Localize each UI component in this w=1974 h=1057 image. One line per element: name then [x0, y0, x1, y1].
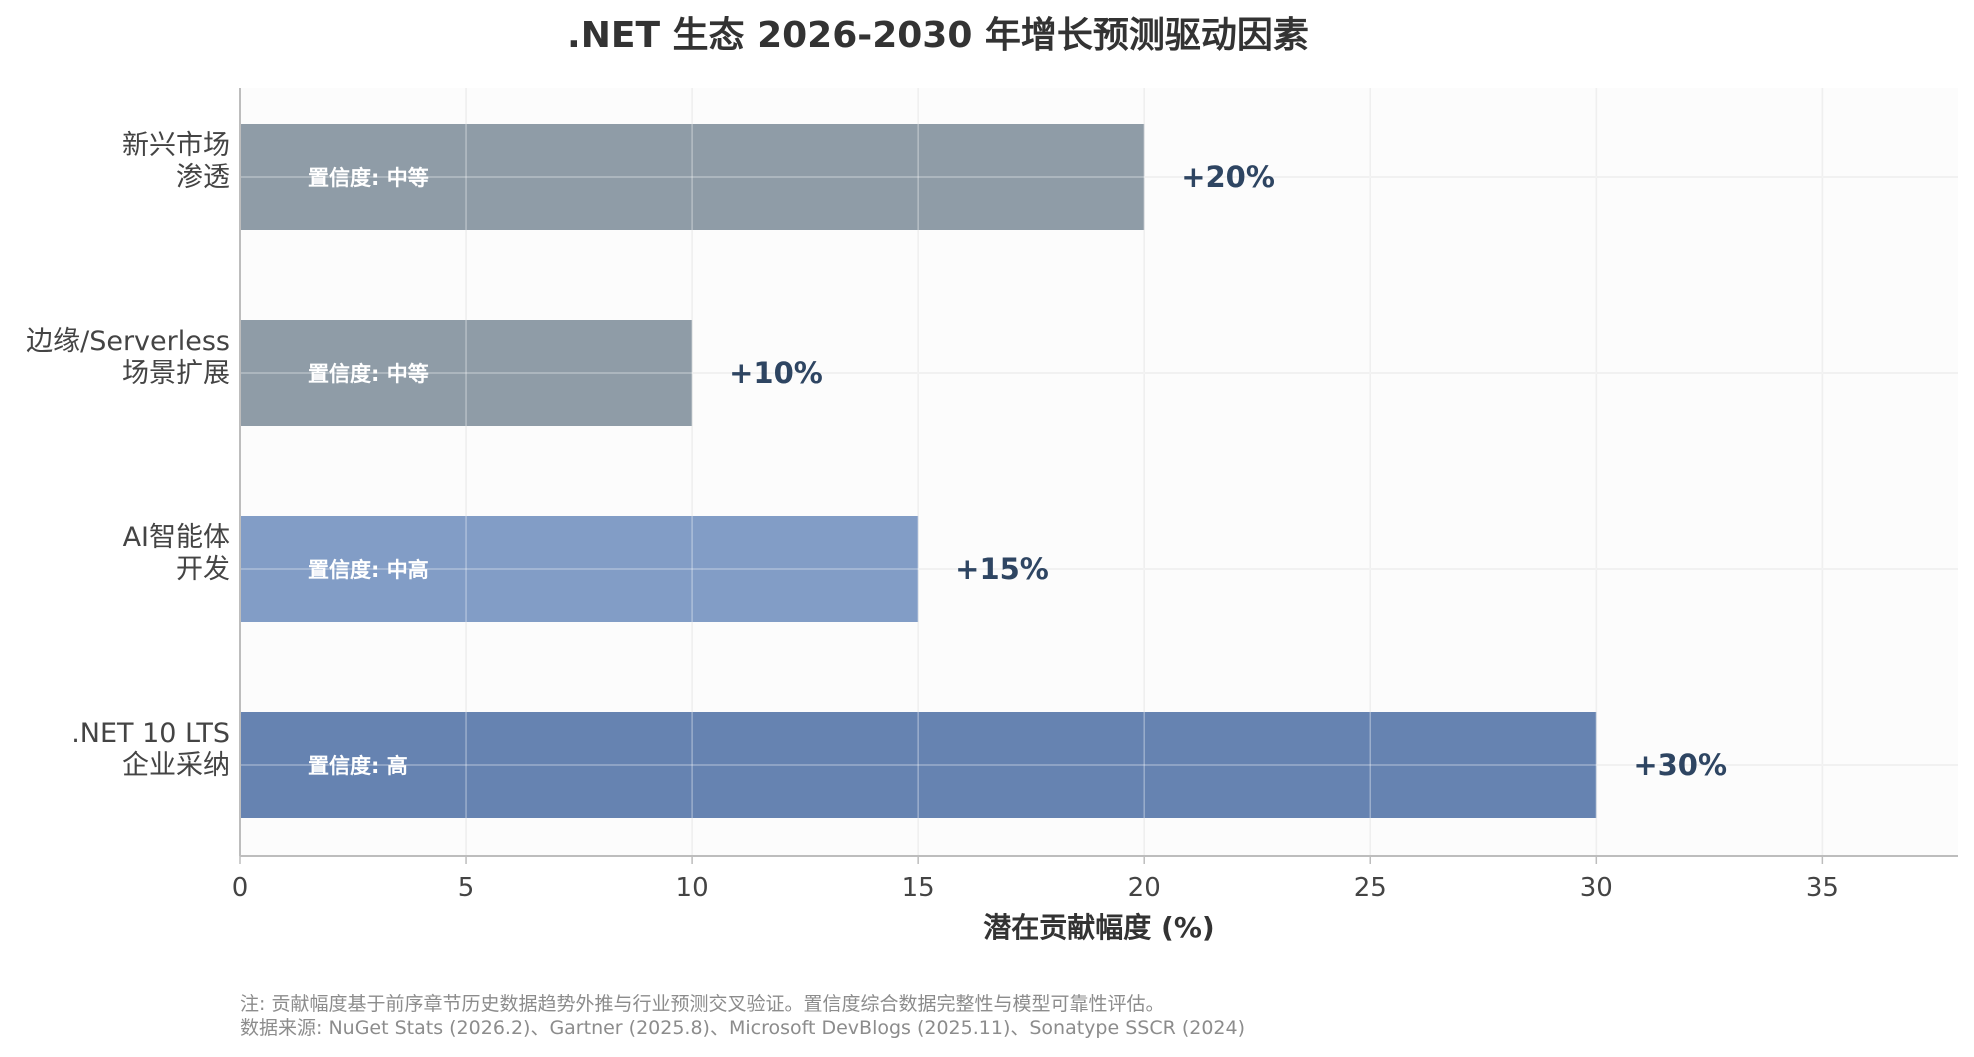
x-tick-label: 35	[1806, 873, 1839, 903]
category-label-line: 开发	[176, 554, 230, 585]
category-label: AI智能体开发	[123, 522, 230, 585]
footnote-method: 注: 贡献幅度基于前序章节历史数据趋势外推与行业预测交叉验证。置信度综合数据完整…	[240, 993, 1164, 1015]
x-tick-label: 5	[458, 873, 475, 903]
bar	[240, 124, 1145, 230]
category-label: 新兴市场渗透	[122, 130, 230, 193]
x-tick-label: 10	[676, 873, 709, 903]
category-label-line: 渗透	[176, 162, 230, 193]
category-label: 边缘/Serverless 场景扩展	[26, 326, 230, 389]
confidence-label: 置信度: 中等	[308, 166, 429, 190]
x-tick-label: 15	[902, 873, 935, 903]
confidence-label: 置信度: 高	[308, 754, 408, 778]
value-label: +20%	[1181, 160, 1275, 194]
grid-overlay	[240, 88, 1958, 856]
value-label: +15%	[955, 552, 1049, 586]
category-label-line: .NET 10 LTS	[71, 718, 230, 749]
bar	[240, 320, 693, 426]
x-axis-label: 潜在贡献幅度 (%)	[983, 911, 1214, 944]
bars	[240, 124, 1597, 818]
x-ticks: 0 5 10 15 20 25 30 35	[232, 856, 1839, 903]
category-label-line: 边缘/Serverless	[26, 326, 230, 357]
category-label-line: AI智能体	[123, 522, 230, 553]
footnote-source: 数据来源: NuGet Stats (2026.2)、Gartner (2025…	[240, 1017, 1245, 1039]
category-label: .NET 10 LTS 企业采纳	[71, 718, 230, 781]
category-label-line: 场景扩展	[122, 358, 230, 389]
x-tick-label: 30	[1580, 873, 1613, 903]
bar	[240, 712, 1597, 818]
bar-labels: 置信度: 中等 +20% 置信度: 中等 +10% 置信度: 中高 +15% 置信度: 高 +…	[308, 160, 1727, 782]
bar	[240, 516, 919, 622]
x-tick-label: 25	[1354, 873, 1387, 903]
confidence-label: 置信度: 中等	[308, 362, 429, 386]
category-label-line: 新兴市场	[122, 130, 230, 161]
x-tick-label: 0	[232, 873, 249, 903]
confidence-label: 置信度: 中高	[308, 558, 429, 582]
chart-title: .NET 生态 2026-2030 年增长预测驱动因素	[567, 15, 1309, 56]
category-label-line: 企业采纳	[122, 750, 230, 781]
value-label: +30%	[1633, 748, 1727, 782]
value-label: +10%	[729, 356, 823, 390]
x-tick-label: 20	[1128, 873, 1161, 903]
